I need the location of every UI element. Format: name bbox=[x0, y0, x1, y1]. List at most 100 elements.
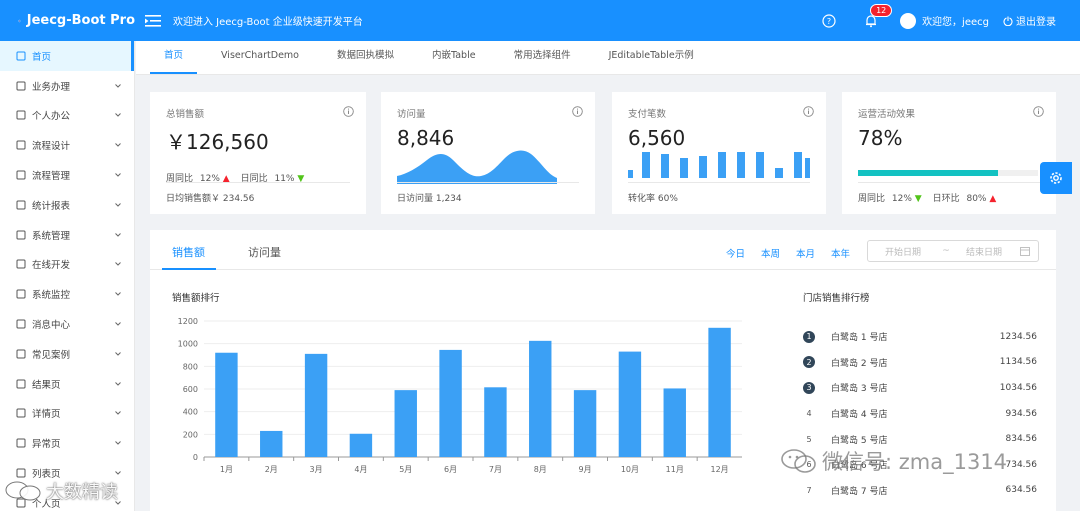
sidebar-item[interactable]: 首页 bbox=[0, 41, 134, 71]
info-icon[interactable] bbox=[1033, 106, 1044, 117]
y-tick-label: 200 bbox=[183, 430, 198, 439]
store-sales-value: 634.56 bbox=[1005, 485, 1038, 496]
bar[interactable] bbox=[439, 349, 462, 457]
page-tab[interactable]: 数据回执模拟 bbox=[336, 50, 394, 61]
ranking-item: 2 白鹭岛 2 号店 1134.56 bbox=[803, 350, 1037, 376]
bar[interactable] bbox=[304, 353, 328, 457]
sidebar-item-label: 详情页 bbox=[32, 409, 61, 421]
help-icon[interactable]: ? bbox=[822, 13, 836, 28]
card-title: 运营活动效果 bbox=[858, 109, 916, 120]
logout-icon bbox=[1003, 16, 1013, 26]
avatar[interactable] bbox=[900, 12, 917, 29]
menu-fold-icon[interactable] bbox=[145, 14, 161, 28]
settings-drawer-button[interactable] bbox=[1040, 162, 1072, 194]
chevron-down-icon bbox=[115, 471, 121, 475]
date-end-input[interactable]: 结束日期 bbox=[965, 247, 1002, 258]
welcome-text: 欢迎进入 Jeecg-Boot 企业级快速开发平台 bbox=[173, 17, 363, 28]
x-tick-label: 6月 bbox=[444, 465, 457, 474]
logout-button[interactable]: 退出登录 bbox=[1003, 13, 1056, 28]
sidebar-item-label: 在线开发 bbox=[32, 260, 71, 272]
store-name: 白鹭岛 3 号店 bbox=[831, 384, 888, 395]
info-icon[interactable] bbox=[572, 106, 583, 117]
bar-chart-icon bbox=[16, 200, 26, 210]
app-name: Jeecg-Boot Pro bbox=[26, 13, 135, 28]
y-tick-label: 800 bbox=[183, 362, 198, 371]
sidebar-item[interactable]: 流程设计 bbox=[0, 130, 134, 160]
page-tab[interactable]: 首页 bbox=[150, 40, 198, 74]
info-icon[interactable] bbox=[343, 106, 354, 117]
sidebar-item[interactable]: 业务办理 bbox=[0, 71, 134, 101]
page-tab[interactable]: 常用选择组件 bbox=[513, 50, 571, 61]
sidebar-item-label: 流程管理 bbox=[32, 171, 71, 183]
sidebar-item[interactable]: 个人办公 bbox=[0, 101, 134, 131]
range-week[interactable]: 本周 bbox=[761, 249, 781, 260]
sidebar-item[interactable]: 异常页 bbox=[0, 428, 134, 458]
range-today[interactable]: 今日 bbox=[726, 249, 746, 260]
day-value: 11% bbox=[274, 174, 295, 184]
sales-trend: 周同比 12% ▲ 日同比 11% ▼ bbox=[166, 171, 350, 184]
notification-button[interactable]: 12 bbox=[864, 3, 893, 28]
grid-icon bbox=[16, 170, 26, 180]
sidebar-item[interactable]: 统计报表 bbox=[0, 190, 134, 220]
bar[interactable] bbox=[618, 351, 642, 457]
ranking-item: 5 白鹭岛 5 号店 834.56 bbox=[803, 426, 1037, 452]
card-title: 访问量 bbox=[397, 109, 426, 120]
bar[interactable] bbox=[484, 387, 507, 457]
tab-ink-bar bbox=[162, 268, 216, 270]
bar[interactable] bbox=[573, 390, 597, 457]
chevron-down-icon bbox=[115, 352, 121, 356]
wechat-logo-icon bbox=[781, 449, 816, 473]
info-icon[interactable] bbox=[803, 106, 814, 117]
bar[interactable] bbox=[215, 352, 238, 457]
chart-title: 销售额排行 bbox=[172, 293, 220, 304]
bar[interactable] bbox=[529, 340, 552, 457]
tab-visits[interactable]: 访问量 bbox=[248, 246, 281, 259]
sidebar-item[interactable]: 结果页 bbox=[0, 369, 134, 399]
payments-card: 支付笔数 6,560 转化率 60% bbox=[612, 92, 826, 214]
page-tab[interactable]: ViserChartDemo bbox=[221, 50, 299, 61]
range-year[interactable]: 本年 bbox=[831, 249, 851, 260]
cloud-icon bbox=[16, 259, 26, 269]
sidebar-item[interactable]: 系统监控 bbox=[0, 279, 134, 309]
bar[interactable] bbox=[708, 327, 731, 457]
bar[interactable] bbox=[260, 430, 283, 457]
date-separator: ~ bbox=[942, 246, 950, 256]
date-range-picker[interactable]: 开始日期 ~ 结束日期 bbox=[867, 240, 1039, 262]
payments-footer: 转化率 60% bbox=[628, 182, 810, 208]
ranking-item: 1 白鹭岛 1 号店 1234.56 bbox=[803, 324, 1037, 350]
sidebar-item-label: 个人办公 bbox=[32, 111, 71, 123]
logo-icon bbox=[18, 19, 21, 22]
warning-icon bbox=[16, 438, 26, 448]
rank-number: 7 bbox=[806, 485, 812, 495]
bar[interactable] bbox=[663, 388, 686, 457]
bar[interactable] bbox=[394, 390, 417, 457]
rank-number: 2 bbox=[803, 356, 815, 369]
sidebar-item[interactable]: 在线开发 bbox=[0, 250, 134, 280]
sidebar-item[interactable]: 个人页 bbox=[0, 488, 134, 511]
sidebar-item[interactable]: 系统管理 bbox=[0, 220, 134, 250]
sidebar-item[interactable]: 流程管理 bbox=[0, 160, 134, 190]
page-tab[interactable]: JEditableTable示例 bbox=[608, 50, 694, 61]
payments-mini-bars bbox=[628, 152, 810, 178]
x-tick-label: 8月 bbox=[534, 465, 547, 474]
sidebar-item[interactable]: 消息中心 bbox=[0, 309, 134, 339]
user-icon bbox=[16, 498, 26, 508]
campaign-progress-fill bbox=[858, 170, 999, 176]
date-start-input[interactable]: 开始日期 bbox=[884, 247, 921, 258]
x-tick-label: 9月 bbox=[579, 465, 592, 474]
sidebar-item[interactable]: 详情页 bbox=[0, 399, 134, 429]
tab-sales[interactable]: 销售额 bbox=[172, 246, 205, 259]
bar[interactable] bbox=[349, 433, 373, 457]
chevron-down-icon bbox=[115, 441, 121, 445]
store-name: 白鹭岛 4 号店 bbox=[831, 410, 888, 421]
range-month[interactable]: 本月 bbox=[796, 249, 816, 260]
x-tick-label: 2月 bbox=[265, 465, 278, 474]
page-tab[interactable]: 内嵌Table bbox=[432, 50, 476, 61]
x-tick-label: 12月 bbox=[710, 465, 728, 474]
sidebar-item[interactable]: 常见案例 bbox=[0, 339, 134, 369]
chevron-down-icon bbox=[115, 83, 121, 88]
app-logo[interactable]: Jeecg-Boot Pro bbox=[0, 0, 135, 41]
sidebar-item[interactable]: 列表页 bbox=[0, 458, 134, 488]
sidebar: 首页 业务办理个人办公流程设计流程管理统计报表 系统管理在线开发系统监控 消息中心 常见… bbox=[0, 41, 135, 511]
user-greeting[interactable]: 欢迎您，jeecg bbox=[922, 17, 989, 28]
